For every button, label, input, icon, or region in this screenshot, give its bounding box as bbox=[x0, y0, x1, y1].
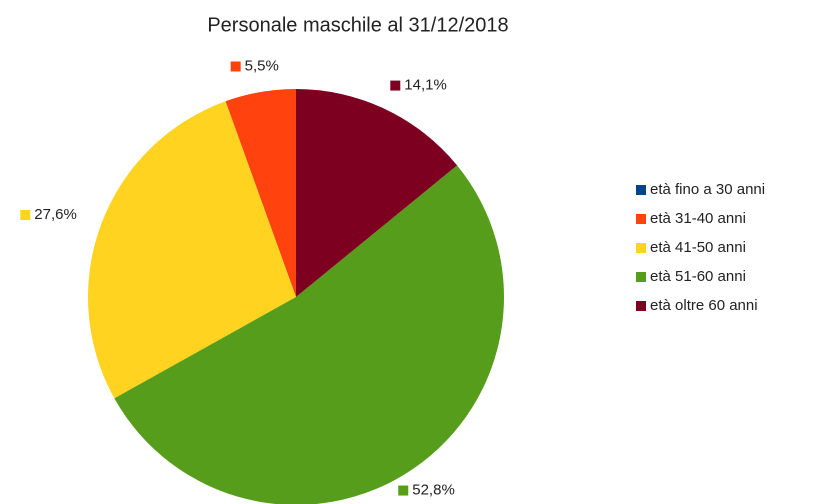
legend-label: età 41-50 anni bbox=[650, 239, 746, 256]
data-label: 5,5% bbox=[245, 57, 279, 74]
legend-marker bbox=[636, 214, 646, 224]
legend-marker bbox=[636, 301, 646, 311]
chart-title: Personale maschile al 31/12/2018 bbox=[207, 14, 508, 36]
data-label: 14,1% bbox=[404, 77, 447, 94]
legend-marker bbox=[636, 243, 646, 253]
legend-label: età fino a 30 anni bbox=[650, 181, 765, 198]
data-label-marker bbox=[20, 209, 31, 220]
legend-label: età 51-60 anni bbox=[650, 268, 746, 285]
pie-slice bbox=[114, 165, 504, 504]
data-label-marker bbox=[390, 80, 401, 91]
data-label: 52,8% bbox=[412, 482, 455, 499]
data-label-marker bbox=[398, 485, 409, 496]
legend-label: età oltre 60 anni bbox=[650, 297, 758, 314]
legend-marker bbox=[636, 185, 646, 195]
pie-slice bbox=[296, 89, 458, 297]
data-label-marker bbox=[230, 61, 241, 72]
pie-slice bbox=[225, 89, 296, 297]
data-label: 27,6% bbox=[34, 206, 77, 223]
legend-marker bbox=[636, 272, 646, 282]
pie-slice bbox=[87, 101, 297, 399]
legend-label: età 31-40 anni bbox=[650, 210, 746, 227]
